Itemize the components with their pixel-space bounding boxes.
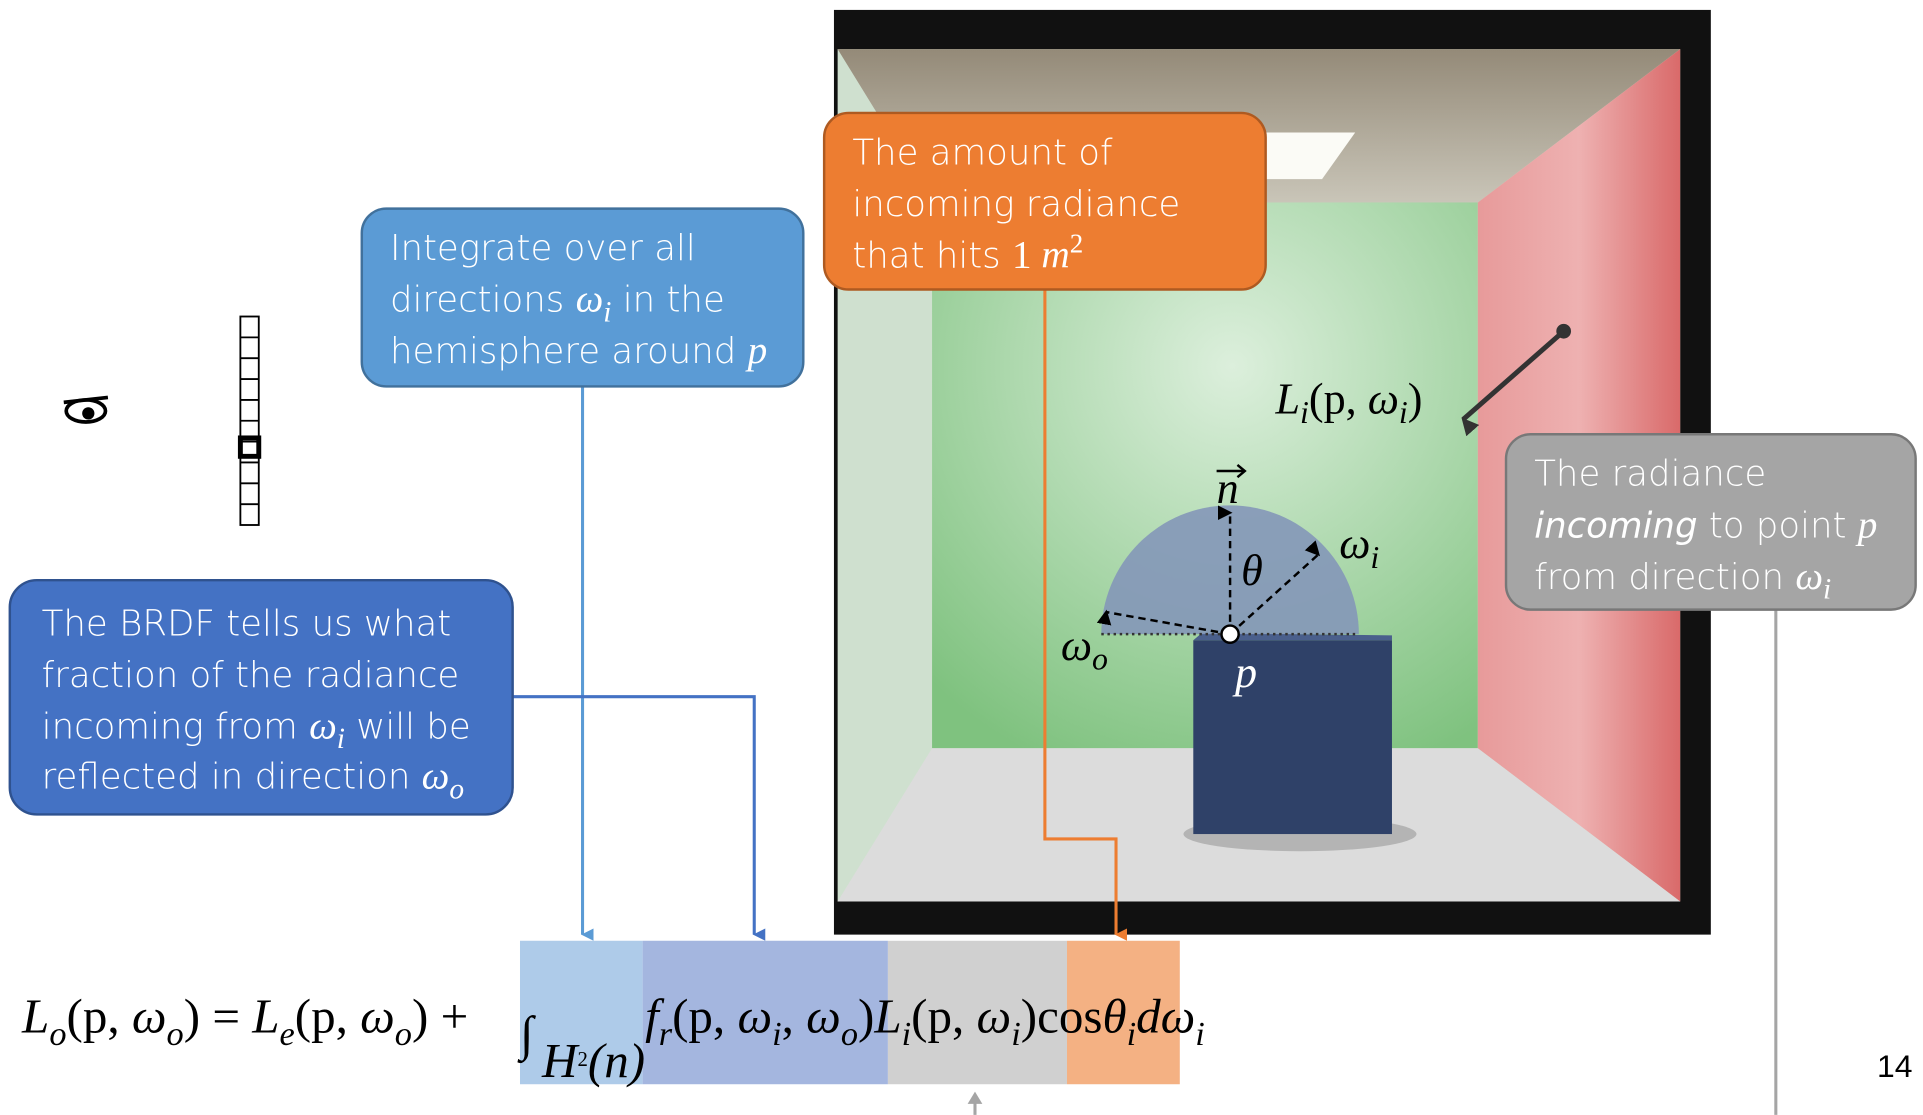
svg-text:The radiance: The radiance xyxy=(1534,454,1766,495)
text-segment: θ xyxy=(1102,989,1126,1044)
brdf-callout: The BRDF tells us what fraction of the r… xyxy=(10,580,513,814)
text-segment: ω xyxy=(737,989,772,1044)
svg-text:Integrate over all: Integrate over all xyxy=(390,228,696,269)
text-segment: The BRDF tells us what xyxy=(42,603,452,644)
text-segment: 2 xyxy=(1070,229,1083,259)
text-segment: 2 xyxy=(577,1047,587,1071)
eye-icon xyxy=(64,397,108,422)
text-segment: o xyxy=(1092,642,1108,677)
text-segment: fraction of the radiance xyxy=(42,655,460,696)
text-segment: ) = xyxy=(184,989,253,1044)
text-segment: Integrate over all xyxy=(390,228,696,269)
svg-text:incoming to point p: incoming to point p xyxy=(1534,503,1877,546)
text-segment: that hits xyxy=(852,235,1012,276)
text-segment: o xyxy=(841,1015,858,1053)
svg-text:incoming radiance: incoming radiance xyxy=(852,184,1180,225)
text-segment: reflected in direction xyxy=(42,757,422,798)
text-segment: ω xyxy=(977,989,1012,1044)
svg-text:The amount of: The amount of xyxy=(852,132,1113,173)
svg-text:The BRDF tells us what: The BRDF tells us what xyxy=(42,603,452,644)
text-segment: (p, xyxy=(67,989,132,1044)
text-segment: m xyxy=(1041,233,1069,276)
svg-text:hemisphere around p: hemisphere around p xyxy=(390,329,767,372)
text-segment: from direction xyxy=(1534,557,1795,598)
equation-integrand: fr(p, ωi, ωo)Li(p, ωi)cosθidωi xyxy=(645,989,1205,1053)
text-segment: ω xyxy=(1795,555,1823,598)
text-segment: L xyxy=(873,989,901,1044)
text-segment: i xyxy=(772,1015,782,1053)
text-segment: incoming from xyxy=(42,706,309,747)
text-segment: ω xyxy=(1161,989,1196,1044)
text-segment: o xyxy=(49,1015,66,1053)
text-segment: o xyxy=(167,1015,184,1053)
text-segment: ω xyxy=(1061,621,1092,670)
text-segment: p xyxy=(1855,503,1878,546)
text-segment: ω xyxy=(422,755,450,798)
text-segment: i xyxy=(1195,1015,1205,1053)
text-segment: i xyxy=(1823,574,1831,606)
text-segment: i xyxy=(1370,540,1379,575)
integral-domain: H2(n) xyxy=(541,1033,645,1088)
amount-callout: The amount of incoming radiance that hit… xyxy=(824,113,1266,290)
text-segment: i xyxy=(1011,1015,1021,1053)
text-segment: p xyxy=(745,329,768,372)
brdf-connector xyxy=(513,697,755,935)
text-segment: incoming radiance xyxy=(852,184,1180,225)
normal-label: n xyxy=(1217,464,1239,513)
svg-text:fraction of the radiance: fraction of the radiance xyxy=(42,655,460,696)
text-segment: e xyxy=(280,1015,295,1053)
text-segment: H xyxy=(541,1033,580,1088)
text-segment: The amount of xyxy=(852,132,1113,173)
text-segment: i xyxy=(1127,1015,1137,1053)
point-label: p xyxy=(1232,648,1257,697)
incoming-callout: The radiance incoming to point p from di… xyxy=(1506,434,1916,609)
text-segment: L xyxy=(21,989,49,1044)
text-segment: 1 xyxy=(1012,233,1041,276)
text-segment: directions xyxy=(390,280,576,321)
text-segment: d xyxy=(1136,989,1161,1044)
text-segment: i xyxy=(337,723,345,755)
text-segment: (n) xyxy=(588,1033,645,1088)
text-segment: ) xyxy=(1408,374,1423,423)
theta-label: θ xyxy=(1241,546,1263,595)
text-segment: i xyxy=(1300,395,1309,430)
text-segment: ) xyxy=(1021,989,1037,1044)
text-segment: hemisphere around xyxy=(390,331,748,372)
text-segment: i xyxy=(603,296,611,328)
equation: Lo(p, ωo) = Le(p, ωo) + xyxy=(21,989,468,1053)
text-segment: The radiance xyxy=(1534,454,1766,495)
text-segment: ω xyxy=(132,989,167,1044)
text-segment: in the xyxy=(611,280,724,321)
integrate-callout: Integrate over all directions ωi in the … xyxy=(362,209,804,387)
text-segment: (p, xyxy=(672,989,737,1044)
text-segment: ω xyxy=(1368,374,1399,423)
text-segment: ω xyxy=(576,278,604,321)
text-segment: ω xyxy=(806,989,841,1044)
text-segment: i xyxy=(902,1015,912,1053)
page-number: 14 xyxy=(1877,1048,1912,1084)
svg-text:that hits 1 m2: that hits 1 m2 xyxy=(852,229,1083,277)
text-segment: o xyxy=(395,1015,412,1053)
text-segment: L xyxy=(1274,374,1300,423)
text-segment: ) + xyxy=(412,989,468,1044)
text-segment: cos xyxy=(1037,989,1102,1044)
text-segment: (p, xyxy=(911,989,976,1044)
text-segment: (p, xyxy=(1309,374,1368,423)
slide: n θ ωi ωo p Li(p, ωi) Lo(p, ωo) = Le(p, … xyxy=(0,0,1923,1115)
text-segment: L xyxy=(251,989,279,1044)
text-segment: ) xyxy=(858,989,874,1044)
text-segment: ω xyxy=(360,989,395,1044)
radiance-arrowhead xyxy=(968,1092,983,1104)
text-segment: incoming xyxy=(1534,505,1697,546)
text-segment: ω xyxy=(309,704,337,747)
text-segment: i xyxy=(1399,395,1408,430)
text-segment: r xyxy=(659,1015,673,1053)
text-segment: o xyxy=(449,773,464,805)
text-segment: ω xyxy=(1339,519,1370,568)
text-segment: to point xyxy=(1698,505,1858,546)
text-segment: , xyxy=(782,989,807,1044)
pixel-column xyxy=(240,317,258,525)
text-segment: (p, xyxy=(295,989,360,1044)
text-segment: will be xyxy=(345,706,471,747)
